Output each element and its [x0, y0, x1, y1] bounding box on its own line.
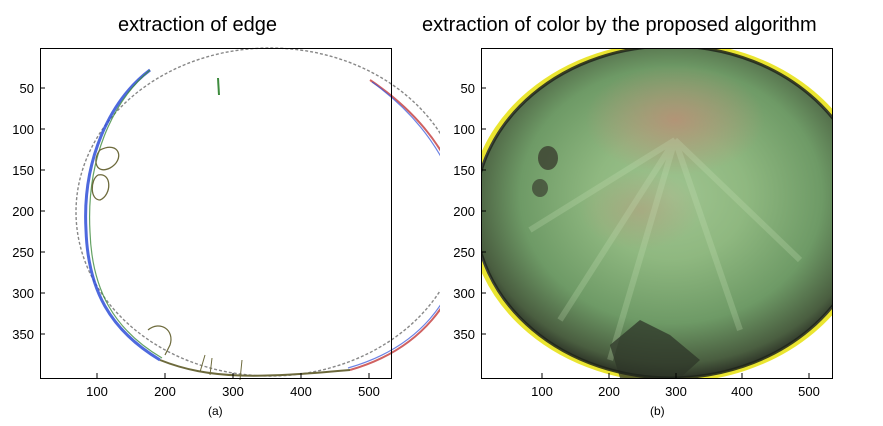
- y-tick-label: 350: [12, 327, 34, 342]
- panel-b-title: extraction of color by the proposed algo…: [422, 14, 817, 36]
- y-tick-label: 150: [12, 163, 34, 178]
- y-tick-label: 300: [453, 286, 475, 301]
- edge-image: [75, 47, 440, 381]
- y-tick-label: 50: [461, 81, 475, 96]
- panel-color-extraction: extraction of color by the proposed algo…: [422, 0, 883, 426]
- x-tick-label: 100: [531, 384, 553, 399]
- y-tick-label: 200: [453, 204, 475, 219]
- x-tick-label: 400: [290, 384, 312, 399]
- x-tick-label: 300: [665, 384, 687, 399]
- y-tick-label: 200: [12, 204, 34, 219]
- x-tick-label: 500: [358, 384, 380, 399]
- x-tick-label: 200: [598, 384, 620, 399]
- panel-b-y-axis: 50 100 150 200 250 300 350: [453, 81, 486, 342]
- panel-a-caption: (a): [208, 404, 223, 418]
- panel-a-x-axis: 100 200 300 400 500: [86, 373, 380, 399]
- x-tick-label: 200: [154, 384, 176, 399]
- y-tick-label: 50: [20, 81, 34, 96]
- y-tick-label: 100: [453, 122, 475, 137]
- panel-a-title: extraction of edge: [118, 14, 277, 36]
- color-image: [482, 49, 832, 378]
- edge-plot: 100 200 300 400 500 50 100 150 200 250 3…: [12, 47, 440, 399]
- y-tick-label: 150: [453, 163, 475, 178]
- x-tick-label: 300: [222, 384, 244, 399]
- y-tick-label: 350: [453, 327, 475, 342]
- y-tick-label: 250: [453, 245, 475, 260]
- y-tick-label: 250: [12, 245, 34, 260]
- color-plot: 100 200 300 400 500 50 100 150 200 250 3…: [453, 48, 833, 399]
- panel-b-x-axis: 100 200 300 400 500: [531, 373, 820, 399]
- panel-b-axes-frame: [481, 48, 833, 379]
- panel-a-y-axis: 50 100 150 200 250 300 350: [12, 81, 45, 342]
- x-tick-label: 400: [731, 384, 753, 399]
- panel-edge-extraction: extraction of edge: [0, 0, 440, 426]
- panel-a-axes-frame: [40, 48, 392, 379]
- y-tick-label: 300: [12, 286, 34, 301]
- x-tick-label: 500: [798, 384, 820, 399]
- panel-b-caption: (b): [650, 404, 665, 418]
- y-tick-label: 100: [12, 122, 34, 137]
- x-tick-label: 100: [86, 384, 108, 399]
